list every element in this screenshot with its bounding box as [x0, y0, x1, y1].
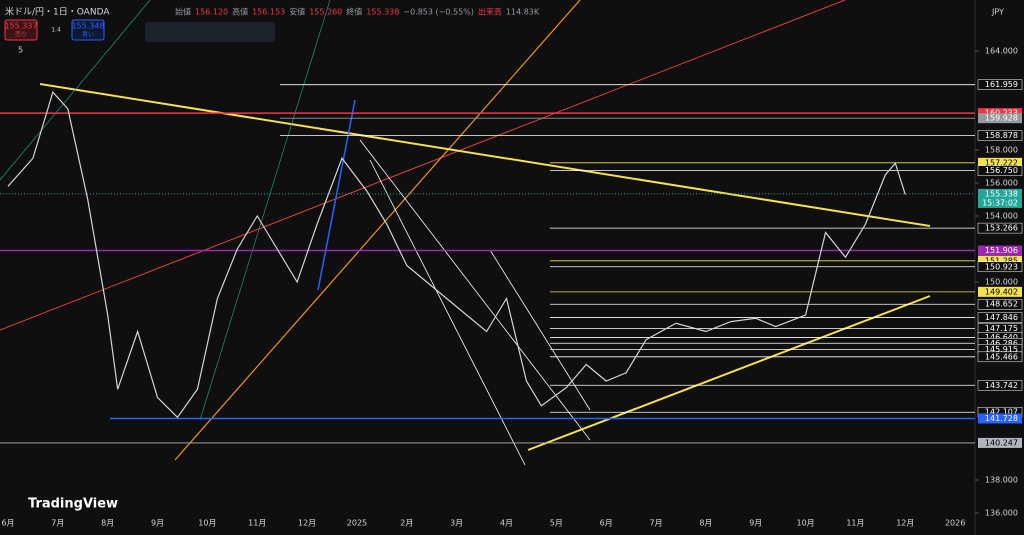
- level-tag: [978, 437, 1022, 448]
- x-tick-label: 7月: [51, 519, 64, 528]
- countdown: 15:37:02: [982, 198, 1018, 207]
- current-price: 155.338: [985, 189, 1018, 198]
- sell-price: 155.337: [4, 22, 37, 31]
- quote-item: 156.153: [252, 8, 285, 17]
- plot: [0, 84, 975, 444]
- quote-item: 出来高: [478, 7, 502, 17]
- level-label: 146.286: [985, 339, 1018, 348]
- x-tick-label: 2025: [347, 519, 367, 528]
- level-tag: [977, 261, 1023, 273]
- level-label: 151.906: [985, 246, 1018, 255]
- level-label: 157.222: [985, 158, 1018, 167]
- x-tick-label: 2月: [400, 519, 413, 528]
- x-tick-label: 5月: [550, 519, 563, 528]
- level-tag: [977, 222, 1023, 234]
- x-tick-label: 12月: [896, 519, 914, 528]
- y-tick-label: 138.000: [985, 476, 1018, 485]
- level-tag: [977, 351, 1023, 363]
- level-label: 145.466: [985, 352, 1018, 361]
- quote-item: 155.260: [309, 8, 342, 17]
- quote-item: 114.83K: [506, 8, 540, 17]
- indicator-count: 5: [18, 46, 23, 55]
- x-tick-label: 11月: [248, 519, 266, 528]
- price-line: [7, 91, 906, 419]
- level-tag: [977, 79, 1023, 90]
- sell-label: 売り: [15, 31, 27, 39]
- x-tick-label: 3月: [450, 519, 463, 528]
- x-tick-label: 10月: [797, 519, 815, 528]
- level-label: 151.285: [985, 256, 1018, 265]
- level-label: 142.107: [985, 408, 1018, 417]
- symbol: 米ドル/円・1日・OANDA: [5, 6, 110, 18]
- level-label: 156.750: [985, 166, 1018, 175]
- level-tag: [978, 157, 1022, 168]
- x-tick-label: 12月: [298, 519, 316, 528]
- x-tick-label: 6月: [600, 519, 613, 528]
- quote-item: 156.120: [195, 8, 228, 17]
- y-tick-label: 164.000: [985, 47, 1018, 56]
- level-label: 158.878: [985, 131, 1018, 140]
- level-label: 159.928: [985, 114, 1018, 123]
- x-tick-label: 9月: [749, 519, 762, 528]
- level-label: 161.959: [985, 80, 1018, 89]
- level-label: 140.247: [985, 438, 1018, 447]
- level-label: 143.742: [985, 381, 1018, 390]
- level-tag: [978, 286, 1022, 297]
- y-tick-label: 136.000: [985, 509, 1018, 518]
- level-tag: [978, 255, 1022, 266]
- level-label: 149.402: [985, 287, 1018, 296]
- x-tick-label: 7月: [650, 519, 663, 528]
- y-tick-label: 154.000: [985, 212, 1018, 221]
- x-tick-label: 4月: [500, 519, 513, 528]
- quote-item: −0.853 (−0.55%): [403, 8, 474, 17]
- y-tick-label: 158.000: [985, 146, 1018, 155]
- quote-item: 安値: [289, 7, 305, 17]
- level-label: 146.640: [985, 333, 1018, 342]
- quote-item: 終値: [346, 7, 362, 17]
- spread: 1.4: [51, 27, 61, 34]
- level-tag: [977, 312, 1023, 323]
- level-tag: [978, 245, 1022, 256]
- trend-lines: [0, 0, 931, 466]
- level-tag: [977, 380, 1023, 391]
- x-tick-label: 8月: [699, 519, 712, 528]
- level-label: 141.728: [985, 414, 1018, 423]
- level-tag: [977, 165, 1023, 176]
- level-label: 147.846: [985, 313, 1018, 322]
- buy-label: 買い: [82, 32, 94, 39]
- level-label: 160.233: [985, 109, 1018, 118]
- buy-price: 155.348: [71, 22, 104, 31]
- y-tick-label: 150.000: [985, 278, 1018, 287]
- logo: TradingView: [28, 497, 118, 512]
- level-tag: [978, 413, 1022, 424]
- x-tick-label: 9月: [151, 519, 164, 528]
- currency[interactable]: JPY: [991, 8, 1004, 17]
- x-tick-label: 10月: [198, 519, 216, 528]
- quote-item: 高値: [232, 7, 248, 17]
- level-label: 148.652: [985, 300, 1018, 309]
- quote-item: 155.338: [366, 8, 399, 17]
- level-label: 145.915: [985, 345, 1018, 354]
- level-label: 153.266: [985, 224, 1018, 233]
- x-tick-label: 8月: [101, 519, 114, 528]
- level-tag: [977, 298, 1023, 310]
- level-label: 150.923: [985, 262, 1018, 271]
- current-tag: [978, 188, 1022, 208]
- drawing-toolbar[interactable]: [145, 22, 275, 42]
- level-label: 147.175: [985, 324, 1018, 333]
- level-tag: [978, 113, 1022, 124]
- sell-button[interactable]: [4, 19, 38, 41]
- quote-item: 始値: [175, 7, 191, 17]
- x-tick-label: 6月: [1, 519, 14, 528]
- level-tag: [978, 108, 1022, 119]
- quote-bar: 始値 156.120 高値 156.153 安値 155.260 終値 155.338 −0.8…: [175, 7, 540, 17]
- x-tick-label: 2026: [945, 519, 965, 528]
- level-tag: [977, 130, 1023, 141]
- y-tick-label: 156.000: [985, 179, 1018, 188]
- buy-button[interactable]: [71, 19, 105, 41]
- x-tick-label: 11月: [846, 519, 864, 528]
